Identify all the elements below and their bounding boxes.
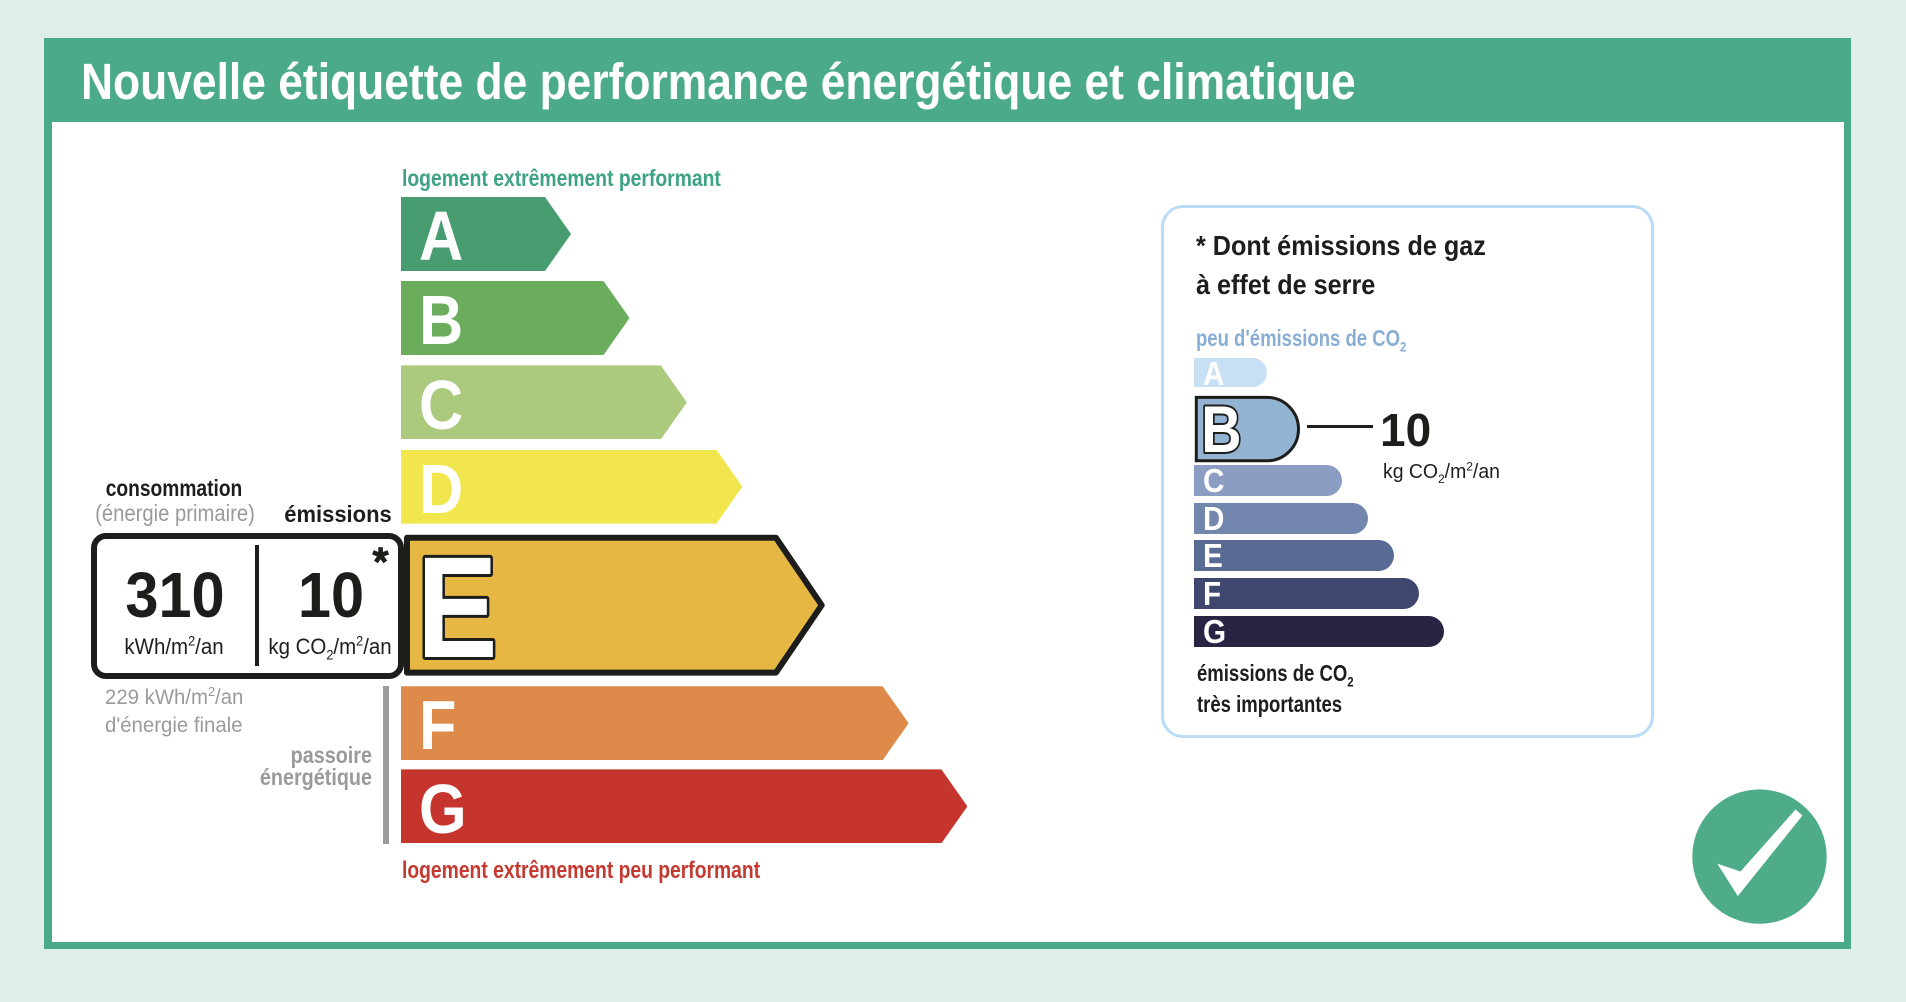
- svg-text:B: B: [1201, 393, 1241, 466]
- svg-text:E: E: [417, 532, 498, 680]
